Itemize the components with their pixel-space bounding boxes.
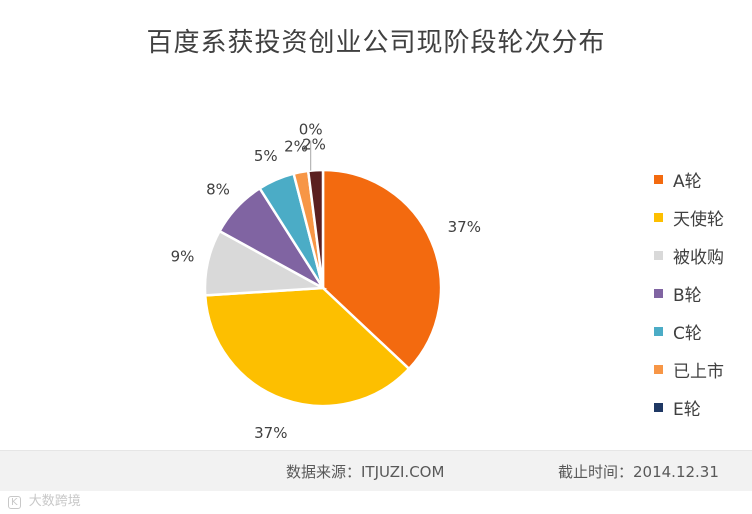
data-label-c: 5% bbox=[254, 147, 278, 165]
data-label-zero: 0% bbox=[299, 121, 323, 139]
pie-slice-e bbox=[306, 168, 325, 289]
watermark-logo-icon: K bbox=[8, 496, 21, 509]
legend-swatch-e bbox=[654, 402, 663, 412]
pie-slice-angel bbox=[203, 286, 411, 408]
data-label-a: 37% bbox=[448, 218, 481, 236]
legend-item-b: B轮 bbox=[654, 274, 749, 312]
legend-swatch-c bbox=[654, 326, 663, 336]
legend: A轮 天使轮 被收购 B轮 C轮 已上市 E轮 bbox=[654, 160, 749, 426]
legend-swatch-b bbox=[654, 288, 663, 298]
watermark-text: 大数跨境 bbox=[28, 494, 81, 509]
legend-label-acquired: 被收购 bbox=[673, 247, 724, 268]
legend-label-ipo: 已上市 bbox=[673, 361, 724, 382]
legend-item-ipo: 已上市 bbox=[654, 350, 749, 388]
data-label-e: 2% bbox=[302, 135, 326, 153]
legend-item-c: C轮 bbox=[654, 312, 749, 350]
data-label-angel: 37% bbox=[254, 424, 287, 442]
cutoff-date: 截止时间：2014.12.31 bbox=[558, 463, 719, 481]
data-label-acquired: 9% bbox=[171, 248, 195, 266]
legend-swatch-acquired bbox=[654, 250, 663, 260]
legend-label-b: B轮 bbox=[673, 285, 702, 306]
legend-item-e: E轮 bbox=[654, 388, 749, 426]
legend-swatch-angel bbox=[654, 212, 663, 222]
legend-item-a: A轮 bbox=[654, 160, 749, 198]
footer-bar: 数据来源：ITJUZI.COM 截止时间：2014.12.31 bbox=[0, 450, 752, 491]
watermark: K 大数跨境 bbox=[8, 490, 81, 509]
data-label-b: 8% bbox=[206, 180, 230, 198]
pie-chart: 37% 37% 9% 8% 5% 2%2%0% bbox=[171, 121, 481, 442]
legend-label-e: E轮 bbox=[673, 399, 701, 420]
legend-label-a: A轮 bbox=[673, 171, 702, 192]
pie-slice-a bbox=[321, 168, 443, 371]
data-source: 数据来源：ITJUZI.COM bbox=[286, 463, 445, 481]
chart-title: 百度系获投资创业公司现阶段轮次分布 bbox=[146, 28, 606, 58]
legend-item-acquired: 被收购 bbox=[654, 236, 749, 274]
legend-label-c: C轮 bbox=[673, 323, 702, 344]
legend-swatch-a bbox=[654, 174, 663, 184]
legend-item-angel: 天使轮 bbox=[654, 198, 749, 236]
legend-swatch-ipo bbox=[654, 364, 663, 374]
legend-label-angel: 天使轮 bbox=[673, 209, 724, 230]
data-label-ipo: 2% bbox=[284, 138, 308, 156]
